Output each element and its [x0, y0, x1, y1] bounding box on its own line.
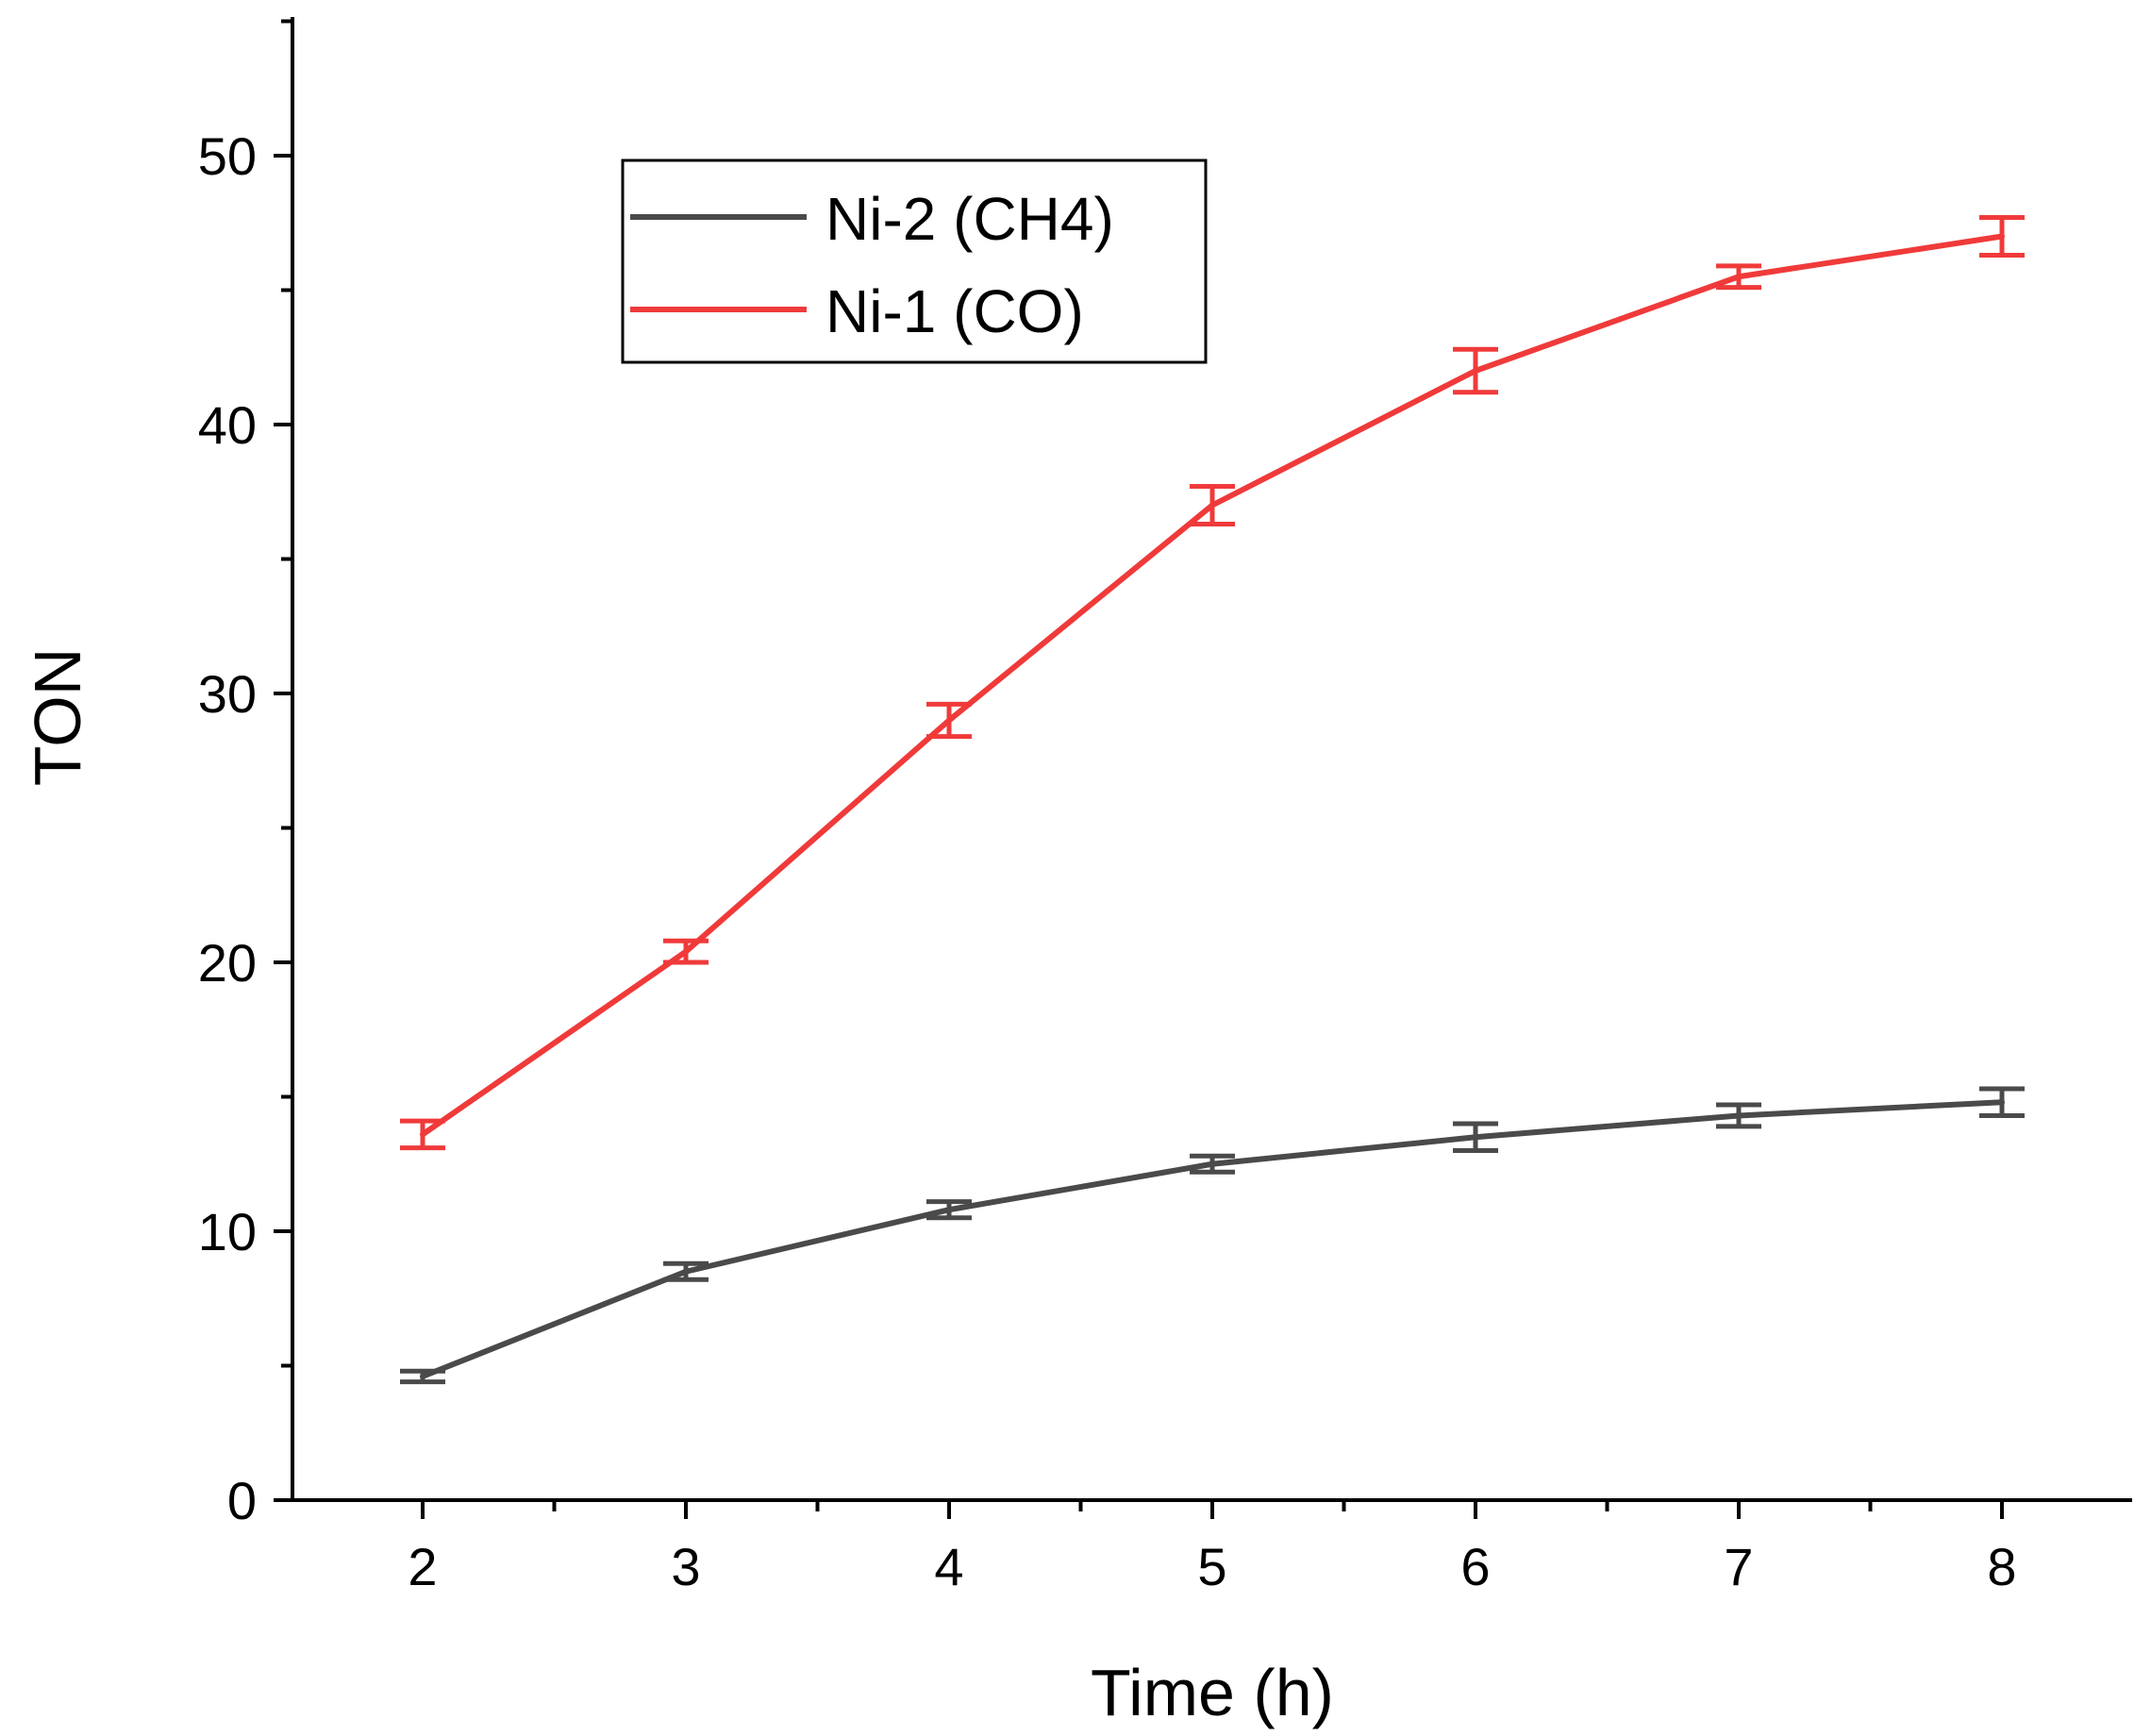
error-bar	[926, 1199, 972, 1221]
ticks: 2 3 4 5 6 7 8 0 10 20 30 40 50	[198, 19, 2017, 1596]
x-tick-label: 3	[671, 1537, 700, 1596]
error-bar	[400, 1368, 445, 1385]
y-tick-label: 0	[227, 1471, 257, 1530]
series-line	[420, 233, 2005, 1138]
legend-label-ni1: Ni-1 (CO)	[825, 277, 1084, 345]
x-tick-label: 7	[1724, 1537, 1753, 1596]
legend: Ni-2 (CH4) Ni-1 (CO)	[621, 159, 1208, 364]
y-tick-label: 10	[198, 1202, 257, 1261]
error-bar	[663, 938, 709, 965]
error-bar	[1979, 1086, 2025, 1118]
y-tick-label: 40	[198, 395, 257, 455]
error-bar	[1190, 484, 1235, 526]
x-tick-label: 5	[1197, 1537, 1226, 1596]
x-tick-label: 8	[1987, 1537, 2016, 1596]
error-bar	[1453, 346, 1498, 395]
error-bar	[1190, 1153, 1235, 1175]
legend-label-ni2: Ni-2 (CH4)	[825, 185, 1114, 253]
y-tick-label: 50	[198, 126, 257, 186]
error-bar	[1716, 1102, 1761, 1129]
error-bar	[1453, 1121, 1498, 1153]
series-ni1-co	[400, 215, 2025, 1151]
series-line	[420, 1099, 2005, 1379]
series-ni2-ch4	[400, 1086, 2025, 1385]
plot-area	[400, 215, 2025, 1385]
error-bar	[1979, 215, 2025, 258]
error-bar	[400, 1118, 445, 1151]
x-tick-label: 4	[934, 1537, 963, 1596]
legend-box	[621, 159, 1208, 364]
x-tick-label: 2	[408, 1537, 437, 1596]
y-tick-label: 30	[198, 664, 257, 724]
x-axis-title: Time (h)	[1091, 1656, 1334, 1729]
x-tick-label: 6	[1460, 1537, 1490, 1596]
y-axis-title: TON	[21, 648, 94, 787]
axes	[291, 17, 2132, 1502]
error-bar	[1716, 263, 1761, 291]
y-tick-label: 20	[198, 933, 257, 993]
error-bar	[663, 1260, 709, 1282]
error-bar	[926, 701, 972, 740]
